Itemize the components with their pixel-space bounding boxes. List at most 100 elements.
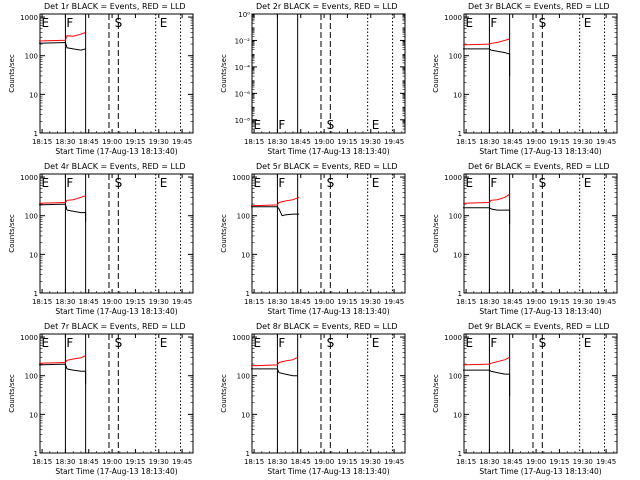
series-lld-line [462,356,510,366]
x-tick-label: 18:30 [267,298,287,306]
series-lld-line [38,31,86,42]
y-tick-label: 1000 [20,334,38,342]
x-tick-label: 18:15 [456,458,476,466]
flag-marker-e: E [372,336,380,350]
y-tick-label: 10 [453,411,462,419]
x-tick-label: 19:15 [125,458,145,466]
x-tick-label: 19:15 [337,458,357,466]
y-tick-label: 10 [29,91,38,99]
y-tick-label: 10 [453,91,462,99]
x-tick-label: 19:30 [573,298,593,306]
x-tick-label: 18:45 [79,138,99,146]
y-tick-label: 100 [449,53,462,61]
y-tick-label: 10⁻⁶ [235,90,251,98]
x-tick-label: 18:15 [456,298,476,306]
series-lld-line [38,355,86,364]
series-events-line [463,48,511,76]
series-events-line [251,206,300,217]
x-tick-label: 18:30 [479,458,499,466]
y-tick-label: 10⁻⁸ [235,117,251,125]
plot-frame [463,173,618,294]
y-tick-label: 1000 [444,14,462,22]
plot-frame [39,173,194,294]
y-tick-label: 1 [458,130,462,138]
flag-marker-f: F [278,118,285,132]
flag-marker-s: S [327,176,335,190]
flag-marker-e: E [466,16,474,30]
x-tick-label: 19:00 [526,458,546,466]
x-axis-label: Start Time (17-Aug-13 18:13:40) [55,307,177,316]
plot-frame [39,333,194,454]
y-axis-label: Counts/sec [8,214,16,253]
y-tick-label: 1000 [232,174,250,182]
subplot-title: Det 3r BLACK = Events, RED = LLD [468,2,610,11]
y-axis-label: Counts/sec [220,54,228,93]
flag-marker-f: F [66,16,73,30]
y-tick-label: 100 [25,373,38,381]
x-tick-label: 19:45 [172,298,192,306]
y-tick-label: 100 [237,213,250,221]
flag-marker-s: S [539,16,547,30]
x-tick-label: 19:00 [102,458,122,466]
y-tick-label: 10⁰ [238,11,250,19]
flag-marker-e: E [254,176,262,190]
x-tick-label: 19:15 [125,138,145,146]
flag-marker-e: E [466,336,474,350]
x-tick-label: 19:30 [149,458,169,466]
flag-marker-e: E [254,118,262,132]
flag-marker-e: E [254,336,262,350]
x-tick-label: 19:15 [549,138,569,146]
flag-marker-s: S [539,336,547,350]
y-tick-label: 100 [449,373,462,381]
x-tick-label: 18:30 [55,298,75,306]
x-tick-label: 19:15 [337,298,357,306]
flag-marker-f: F [66,176,73,190]
x-tick-label: 19:45 [596,138,616,146]
x-tick-label: 19:45 [596,298,616,306]
x-tick-label: 18:15 [244,138,264,146]
flag-marker-e: E [160,16,168,30]
y-tick-label: 10⁻² [235,37,251,45]
x-tick-label: 19:00 [314,458,334,466]
y-tick-label: 100 [25,213,38,221]
flag-marker-s: S [539,176,547,190]
subplot-title: Det 8r BLACK = Events, RED = LLD [256,322,398,331]
y-tick-label: 100 [449,213,462,221]
x-tick-label: 18:45 [291,138,311,146]
flag-marker-f: F [490,336,497,350]
plot-frame [251,173,406,294]
flag-marker-e: E [584,176,592,190]
x-tick-label: 19:00 [314,298,334,306]
x-tick-label: 18:15 [32,298,52,306]
y-tick-label: 1 [458,450,462,458]
y-tick-label: 1000 [20,174,38,182]
subplot-title: Det 5r BLACK = Events, RED = LLD [256,162,398,171]
y-tick-label: 1 [246,290,250,298]
flag-marker-e: E [42,16,50,30]
y-tick-label: 1 [34,290,38,298]
flag-marker-e: E [584,16,592,30]
x-tick-label: 19:30 [149,298,169,306]
x-axis-label: Start Time (17-Aug-13 18:13:40) [479,307,601,316]
x-tick-label: 19:30 [361,458,381,466]
flag-marker-s: S [115,336,123,350]
y-tick-label: 1 [246,450,250,458]
x-tick-label: 19:00 [526,298,546,306]
series-events-line [38,363,87,385]
subplot-title: Det 9r BLACK = Events, RED = LLD [468,322,610,331]
series-events-line [38,203,87,222]
x-tick-label: 18:15 [456,138,476,146]
x-tick-label: 19:15 [549,458,569,466]
x-tick-label: 19:30 [149,138,169,146]
x-tick-label: 19:45 [384,298,404,306]
flag-marker-s: S [327,336,335,350]
flag-marker-e: E [160,336,168,350]
y-tick-label: 10 [241,251,250,259]
x-tick-label: 18:45 [79,298,99,306]
series-events-line [251,368,298,377]
subplot-title: Det 1r BLACK = Events, RED = LLD [44,2,186,11]
x-tick-label: 18:45 [291,298,311,306]
